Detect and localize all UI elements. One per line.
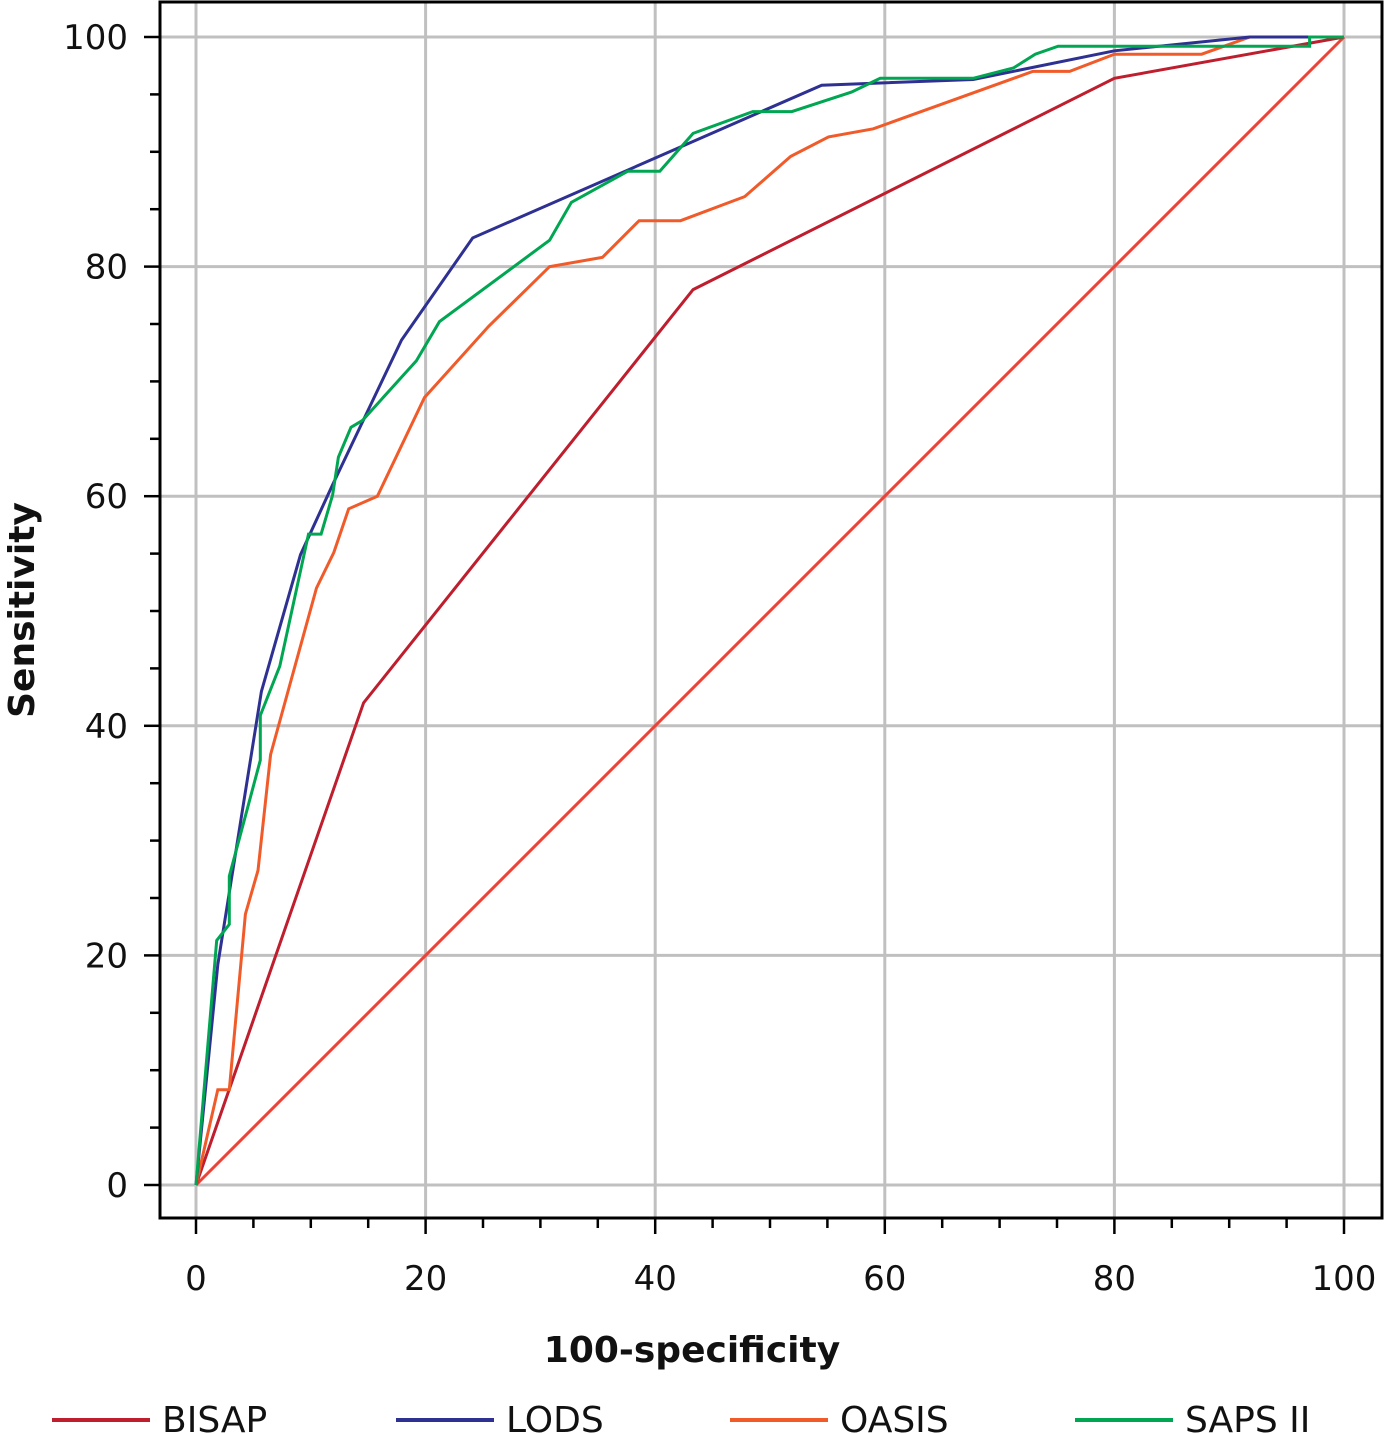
y-tick-label: 100 bbox=[63, 18, 128, 58]
y-tick-label: 20 bbox=[85, 936, 128, 976]
series-line-saps-ii bbox=[194, 35, 1344, 1186]
grid-lines bbox=[160, 2, 1382, 1218]
legend-item: OASIS bbox=[730, 1400, 949, 1433]
x-tick-labels: 0 20 40 60 80 100 bbox=[185, 1259, 1376, 1299]
series-line-lods bbox=[194, 35, 1344, 1186]
y-tick-label: 60 bbox=[85, 477, 128, 517]
x-tick-label: 80 bbox=[1093, 1259, 1136, 1299]
y-axis-title: Sensitivity bbox=[2, 502, 43, 718]
series-line-reference bbox=[194, 35, 1346, 1187]
series-layer bbox=[194, 35, 1346, 1187]
legend-label: SAPS II bbox=[1185, 1400, 1310, 1433]
series-line-oasis bbox=[194, 35, 1344, 1186]
legend-item: LODS bbox=[396, 1400, 604, 1433]
x-tick-label: 0 bbox=[185, 1259, 207, 1299]
legend-item: BISAP bbox=[52, 1400, 267, 1433]
legend-label: BISAP bbox=[162, 1400, 267, 1433]
y-tick-labels: 0 20 40 60 80 100 bbox=[63, 18, 128, 1206]
x-tick-label: 20 bbox=[404, 1259, 447, 1299]
y-tick-label: 80 bbox=[85, 248, 128, 288]
axis-ticks bbox=[144, 35, 1346, 1234]
legend-item: SAPS II bbox=[1075, 1400, 1310, 1433]
legend-label: OASIS bbox=[840, 1400, 949, 1433]
y-tick-label: 40 bbox=[85, 707, 128, 747]
x-tick-label: 60 bbox=[863, 1259, 906, 1299]
x-tick-label: 100 bbox=[1312, 1259, 1377, 1299]
x-tick-label: 40 bbox=[634, 1259, 677, 1299]
series-line-bisap bbox=[194, 35, 1345, 1186]
legend: BISAP LODS OASIS SAPS II bbox=[52, 1400, 1310, 1433]
y-tick-label: 0 bbox=[106, 1166, 128, 1206]
x-axis-title: 100-specificity bbox=[544, 1330, 840, 1371]
legend-label: LODS bbox=[506, 1400, 604, 1433]
